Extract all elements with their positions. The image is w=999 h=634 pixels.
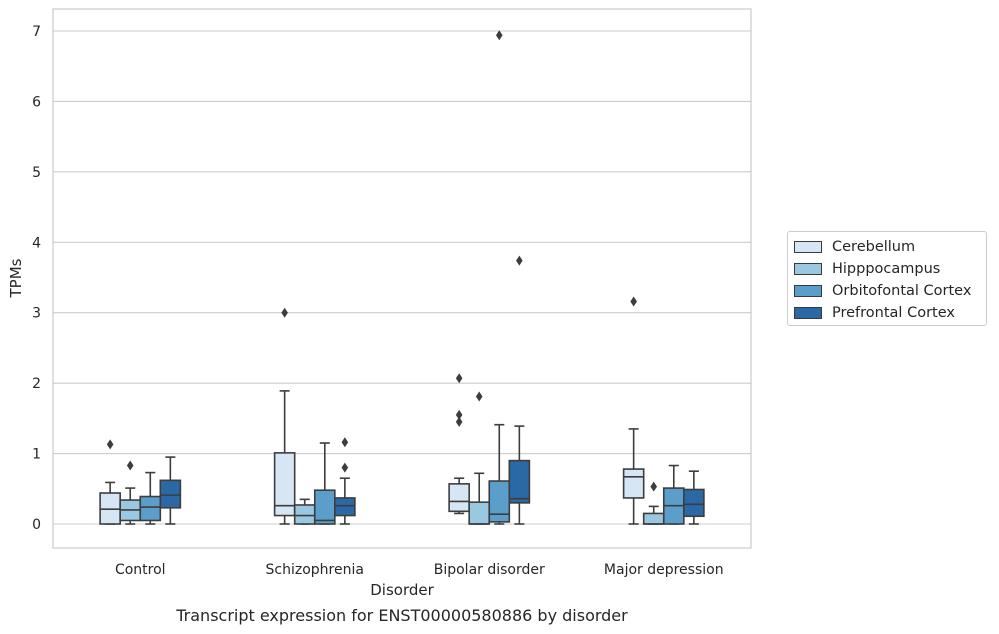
outlier-point	[281, 307, 288, 318]
box-rect	[448, 483, 470, 513]
legend-label: Cerebellum	[832, 239, 916, 255]
outlier-point	[495, 30, 503, 41]
y-tick-label: 3	[32, 306, 41, 322]
box-rect	[139, 495, 162, 522]
box	[488, 30, 511, 525]
outlier-point	[126, 460, 134, 471]
legend-label: Prefrontal Cortex	[832, 305, 955, 321]
x-tick-labels: Control Schizophrenia Bipolar disorder Majo…	[115, 562, 724, 578]
outlier-point	[516, 255, 523, 266]
outlier-point	[650, 481, 658, 492]
legend-label: Orbitofontal Cortex	[832, 283, 972, 299]
legend: Cerebellum Hipppocampus Orbitofontal Corte…	[787, 231, 987, 326]
legend-swatch	[794, 307, 822, 319]
box-rect	[488, 480, 511, 523]
box-rect	[334, 497, 356, 517]
box-rect	[159, 479, 182, 509]
y-tick-label: 0	[32, 517, 41, 533]
outlier-point	[630, 296, 637, 307]
x-axis-title: Disorder	[370, 581, 434, 599]
y-tick-label: 1	[32, 447, 41, 463]
y-tick-label: 7	[32, 24, 41, 40]
outlier-point	[455, 416, 463, 427]
box	[99, 439, 121, 525]
figure-caption: Transcript expression for ENST0000058088…	[176, 606, 628, 625]
y-tick-label: 4	[32, 235, 41, 251]
legend-swatch	[794, 241, 822, 253]
box	[508, 255, 531, 525]
box	[159, 456, 182, 525]
y-tick-labels: 0 1 2 3 4 5 6 7	[32, 24, 41, 533]
box	[662, 464, 685, 525]
box	[468, 391, 491, 525]
box	[622, 296, 645, 525]
x-tick-label: Schizophrenia	[266, 562, 364, 578]
box-rect	[273, 452, 296, 517]
legend-item: Orbitofontal Cortex	[794, 280, 980, 302]
box-rect	[468, 501, 491, 525]
outlier-point	[475, 391, 483, 402]
box-rect	[622, 468, 645, 499]
box	[683, 470, 705, 525]
box-rect	[508, 459, 531, 504]
legend-swatch	[794, 285, 822, 297]
box	[273, 307, 296, 525]
box	[313, 442, 336, 525]
box	[448, 373, 470, 515]
legend-item: Prefrontal Cortex	[794, 302, 980, 324]
y-axis-title: TPMs	[7, 258, 25, 298]
legend-item: Hipppocampus	[794, 258, 980, 280]
x-tick-label: Major depression	[604, 562, 724, 578]
y-tick-label: 2	[32, 376, 41, 392]
box-rect	[683, 488, 705, 518]
plot-area	[52, 8, 752, 549]
box-rect	[313, 489, 336, 525]
box-rect	[642, 512, 665, 525]
outlier-point	[341, 437, 349, 448]
x-tick-label: Control	[115, 562, 166, 578]
x-tick-label: Bipolar disorder	[434, 562, 545, 578]
outlier-point	[106, 439, 114, 450]
y-tick-label: 6	[32, 94, 41, 110]
legend-item: Cerebellum	[794, 236, 980, 258]
outlier-point	[455, 373, 463, 384]
box	[334, 437, 356, 525]
box	[293, 498, 316, 525]
legend-swatch	[794, 263, 822, 275]
boxes-layer	[99, 30, 705, 525]
outlier-point	[341, 462, 349, 473]
outlier-point	[455, 409, 463, 420]
box	[642, 481, 665, 525]
legend-label: Hipppocampus	[832, 261, 941, 277]
y-tick-label: 5	[32, 165, 41, 181]
box-rect	[293, 504, 316, 525]
